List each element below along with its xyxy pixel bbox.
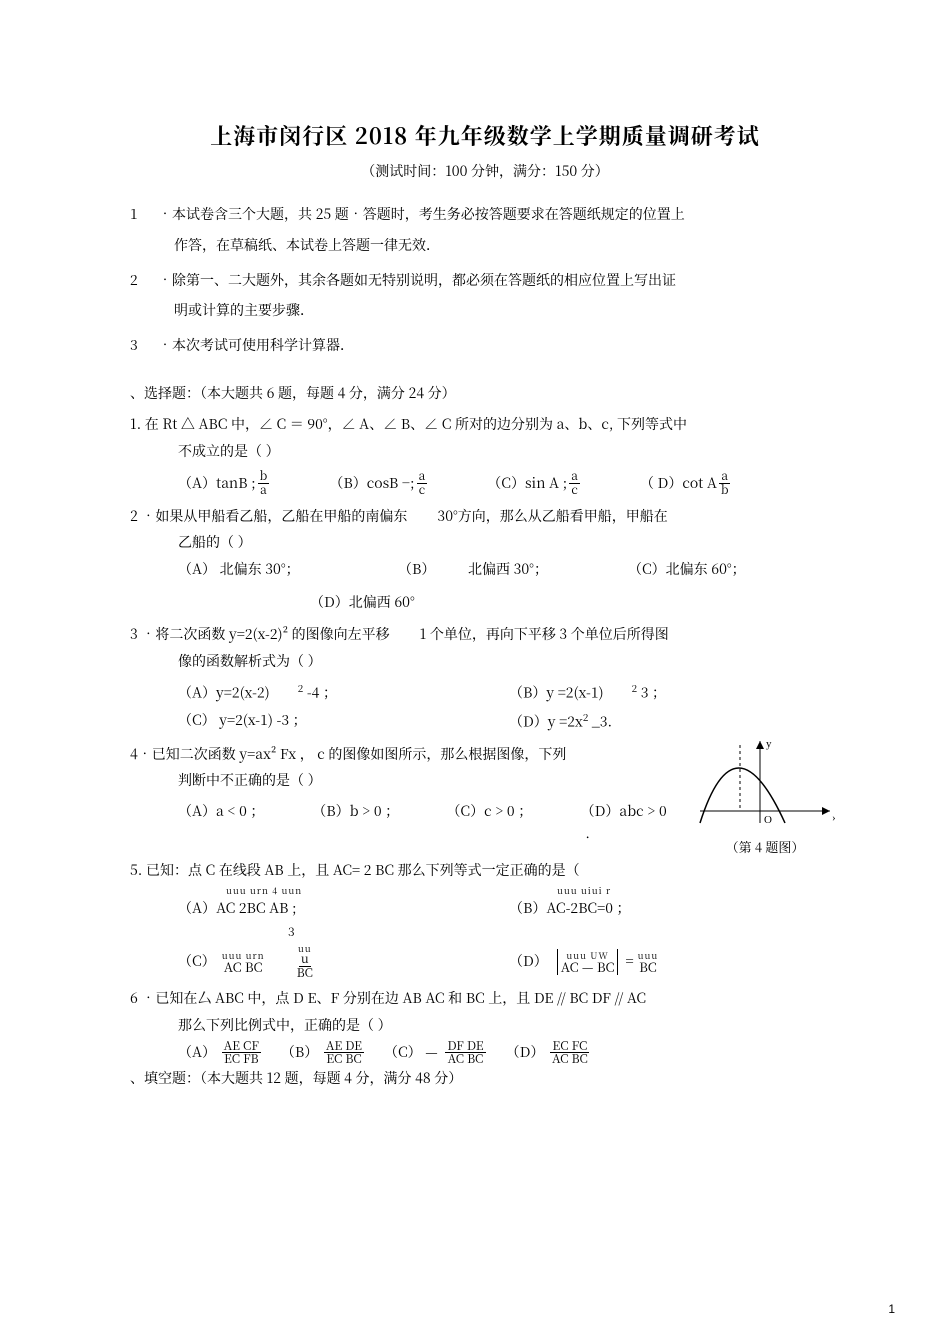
q2-stem-a: 2 •如果从甲船看乙船，乙船在甲船的南偏东 xyxy=(130,503,407,530)
question-4: y › O （第 4 题图） 4•已知二次函数 y=ax² Fx ， c 的图像… xyxy=(130,741,840,851)
instruction-text: •本次考试可使用科学计算器． xyxy=(158,330,840,361)
instruction-item: 2 •除第一、二大题外，其余各题如无特别说明，都必须在答题纸的相应位置上写出证 … xyxy=(130,265,840,327)
svg-text:y: y xyxy=(766,738,772,750)
section-2-heading: 、填空题：（本大题共 12 题，每题 4 分，满分 48 分） xyxy=(130,1068,840,1088)
q6-stem1: 6 •已知在厶 ABC 中，点 D E、F 分别在边 AB AC 和 BC 上，… xyxy=(130,985,840,1012)
q4-option-b: （B）b > 0 ； xyxy=(312,798,446,851)
instruction-index: 3 xyxy=(130,330,158,361)
instruction-text: •除第一、二大题外，其余各题如无特别说明，都必须在答题纸的相应位置上写出证 xyxy=(158,265,840,296)
q2-option-b2: 北偏西 30°； xyxy=(468,556,628,583)
q2-option-b: （B） xyxy=(398,556,468,583)
q1-option-b: （B）cosB −; ac xyxy=(329,470,429,497)
instruction-text: 明或计算的主要步骤． xyxy=(174,295,840,326)
question-1: 1. 在 Rt △ ABC 中，∠ C ＝ 90°，∠ A、∠ B、∠ C 所对… xyxy=(130,411,840,497)
q4-figure: y › O （第 4 题图） xyxy=(690,733,840,860)
q4-option-c: （C）c > 0 ； xyxy=(446,798,580,851)
q2-stem-b: 30°方向，那么从乙船看甲船，甲船在 xyxy=(437,503,667,530)
question-2: 2 •如果从甲船看乙船，乙船在甲船的南偏东 30°方向，那么从乙船看甲船，甲船在… xyxy=(130,503,840,615)
q1-option-a: （A）tanB ; ba xyxy=(178,470,271,497)
page-subtitle: （测试时间：100 分钟，满分：150 分） xyxy=(130,161,840,181)
q4-option-a: （A）a < 0 ； xyxy=(178,798,312,851)
q5-stem: 5. 已知：点 C 在线段 AB 上，且 AC= 2 BC 那么下列等式一定正确… xyxy=(130,857,840,884)
instruction-item: 1 •本试卷含三个大题，共 25 题•答题时，考生务必按答题要求在答题纸规定的位… xyxy=(130,199,840,261)
q4-figure-caption: （第 4 题图） xyxy=(690,835,840,860)
q6-option-a: （A） AE CFEC FB xyxy=(178,1039,263,1067)
page-title: 上海市闵行区 2018 年九年级数学上学期质量调研考试 xyxy=(130,120,840,151)
q6-stem2: 那么下列比例式中，正确的是（ ） xyxy=(178,1012,840,1039)
q2-option-c: （C）北偏东 60°； xyxy=(628,556,746,583)
svg-text:›: › xyxy=(832,812,836,824)
question-5: 5. 已知：点 C 在线段 AB 上，且 AC= 2 BC 那么下列等式一定正确… xyxy=(130,857,840,979)
q1-option-c: （C）sin A ; ac xyxy=(487,470,582,497)
svg-text:O: O xyxy=(764,814,772,826)
page-number: 1 xyxy=(888,1302,895,1316)
instruction-index: 1 xyxy=(130,199,158,261)
q1-stem2: 不成立的是（ ） xyxy=(178,438,840,465)
section-1-heading: 、选择题：（本大题共 6 题，每题 4 分，满分 24 分） xyxy=(130,383,840,403)
instruction-text: 作答，在草稿纸、本试卷上答题一律无效． xyxy=(174,230,840,261)
q1-stem: 1. 在 Rt △ ABC 中，∠ C ＝ 90°，∠ A、∠ B、∠ C 所对… xyxy=(130,411,840,438)
q2-stem2: 乙船的（ ） xyxy=(178,529,840,556)
q3-option-c: （C） y=2(x-1) -3 ； xyxy=(178,707,509,735)
q5-option-b: uuu uiui r （B）AC-2BC=0 ； xyxy=(509,886,840,944)
question-3: 3 •将二次函数 y=2(x-2)² 的图像向左平移 1 个单位，再向下平移 3… xyxy=(130,621,840,735)
instruction-item: 3 •本次考试可使用科学计算器． xyxy=(130,330,840,361)
q4-stem1: 4•已知二次函数 y=ax² Fx ， c 的图像如图所示，那么根据图像，下列 xyxy=(130,741,680,768)
q3-option-a: （A）y=2(x-2)2 -4 ； xyxy=(178,678,509,706)
q6-option-d: （D） EC FCAC BC xyxy=(506,1039,592,1067)
question-6: 6 •已知在厶 ABC 中，点 D E、F 分别在边 AB AC 和 BC 上，… xyxy=(130,985,840,1066)
q5-option-a: uuu urn 4 uun （A）AC 2BC AB ; 3 xyxy=(178,886,509,944)
q6-option-b: （B） AE DEEC BC xyxy=(281,1039,366,1067)
q5-option-c: （C） uuu urn AC BC uu uBC xyxy=(178,944,509,979)
q1-option-d: （ D）cot A ab xyxy=(640,470,733,497)
instruction-index: 2 xyxy=(130,265,158,327)
q3-stem-b: 1 个单位，再向下平移 3 个单位后所得图 xyxy=(420,621,669,648)
q4-stem2: 判断中不正确的是（ ） xyxy=(178,767,680,794)
q3-stem2: 像的函数解析式为（ ） xyxy=(178,648,840,675)
q3-stem-a: 3 •将二次函数 y=2(x-2)² 的图像向左平移 xyxy=(130,621,390,648)
q2-option-d: （D）北偏西 60° xyxy=(310,589,840,616)
q4-option-d: （D）abc > 0 • xyxy=(581,798,680,851)
instruction-text: •本试卷含三个大题，共 25 题•答题时，考生务必按答题要求在答题纸规定的位置上 xyxy=(158,199,840,230)
q5-option-d: （D） uuu UW AC — BC = uuu BC xyxy=(509,944,840,979)
q3-option-b: （B）y =2(x-1)2 3 ； xyxy=(509,678,840,706)
q2-option-a: （A） 北偏东 30°； xyxy=(178,556,398,583)
q6-option-c: （C） — DF DEAC BC xyxy=(384,1039,488,1067)
q3-option-d: （D）y =2x2 _3. xyxy=(509,707,840,735)
instructions-block: 1 •本试卷含三个大题，共 25 题•答题时，考生务必按答题要求在答题纸规定的位… xyxy=(130,199,840,361)
